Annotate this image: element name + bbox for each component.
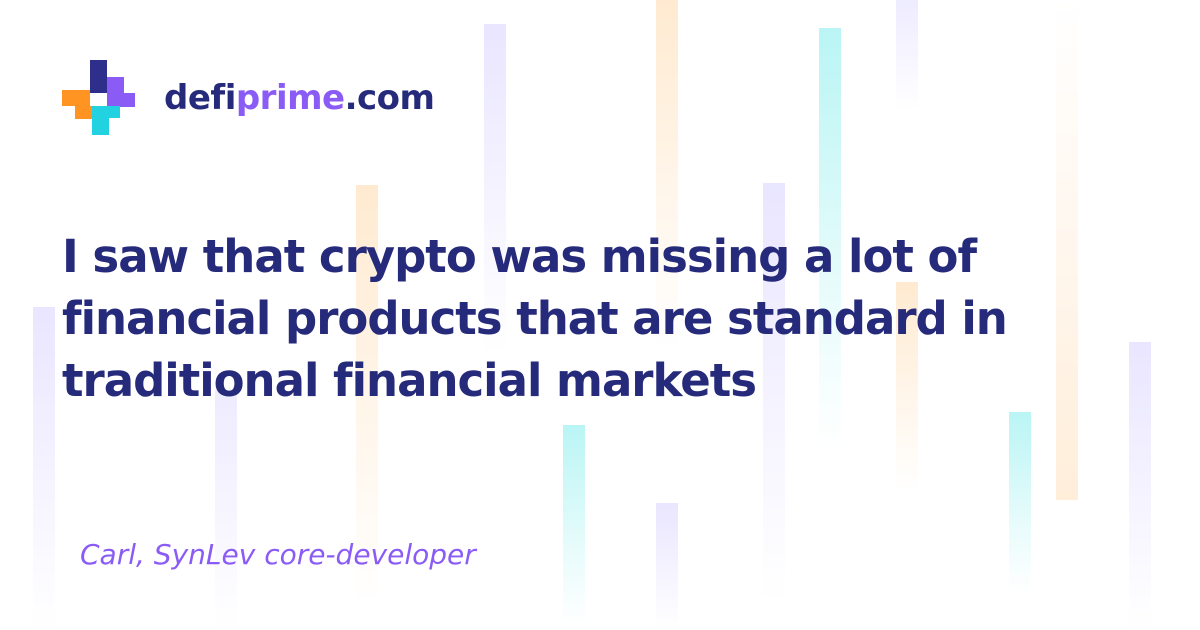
quote-line: traditional financial markets	[62, 354, 757, 407]
bg-bar	[1009, 412, 1031, 592]
bg-bar	[215, 390, 237, 630]
bg-bar	[896, 0, 918, 110]
quote-text: I saw that crypto was missing a lot of f…	[62, 226, 1142, 412]
quote-author: Carl, SynLev core-developer	[80, 538, 476, 571]
brand-name-part2: prime	[235, 78, 345, 118]
quote-line: I saw that crypto was missing a lot of	[62, 230, 977, 283]
quote-line: financial products that are standard in	[62, 292, 1008, 345]
bg-bar	[563, 425, 585, 625]
brand-name-part3: .com	[344, 78, 435, 118]
bg-bar	[656, 503, 678, 630]
defiprime-plus-logo-icon	[62, 60, 135, 135]
brand-name: defiprime.com	[164, 76, 435, 120]
bg-bar	[33, 307, 55, 630]
brand-name-part1: defi	[164, 78, 236, 118]
